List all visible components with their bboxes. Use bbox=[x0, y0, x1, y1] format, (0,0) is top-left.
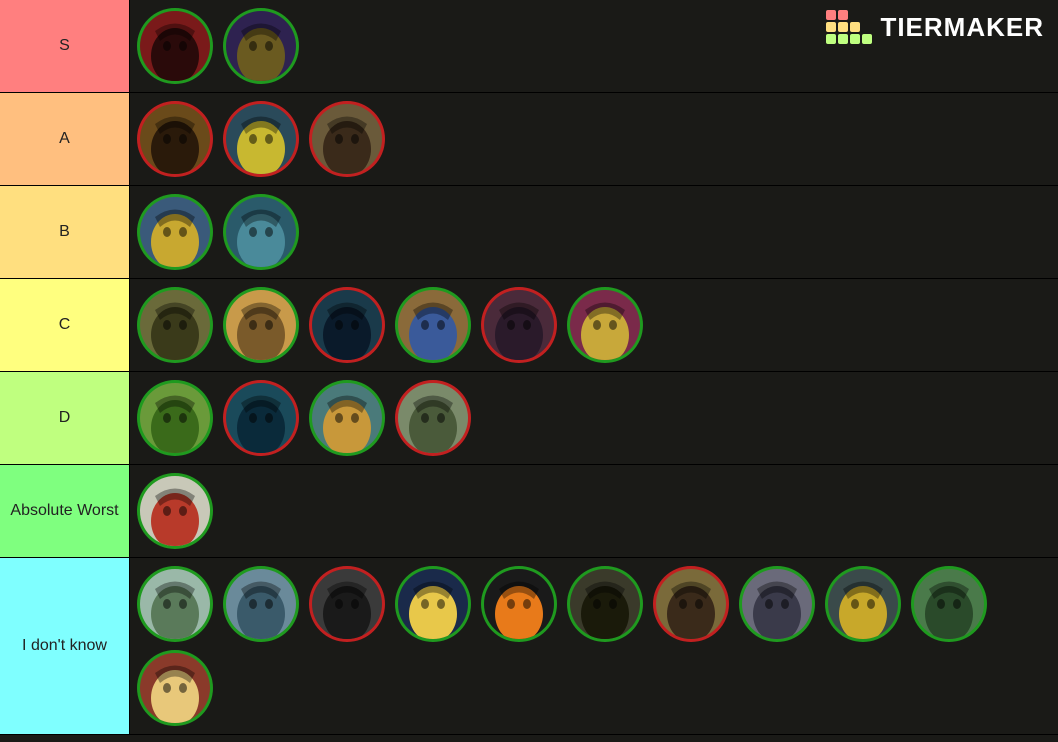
c-item-1[interactable] bbox=[135, 285, 215, 365]
tier-items[interactable] bbox=[130, 93, 1058, 185]
c-item-5[interactable] bbox=[479, 285, 559, 365]
b-item-1[interactable] bbox=[135, 192, 215, 272]
tier-items[interactable] bbox=[130, 279, 1058, 371]
tier-label[interactable]: C bbox=[0, 279, 130, 371]
logo-grid-icon bbox=[826, 10, 872, 44]
tier-items[interactable] bbox=[130, 465, 1058, 557]
worst-item-1[interactable] bbox=[135, 471, 215, 551]
idk-item-3[interactable] bbox=[307, 564, 387, 644]
tier-list: SABCDAbsolute WorstI don't know bbox=[0, 0, 1058, 735]
a-item-3[interactable] bbox=[307, 99, 387, 179]
a-item-1[interactable] bbox=[135, 99, 215, 179]
idk-item-1[interactable] bbox=[135, 564, 215, 644]
idk-item-9[interactable] bbox=[823, 564, 903, 644]
c-item-3[interactable] bbox=[307, 285, 387, 365]
idk-item-8[interactable] bbox=[737, 564, 817, 644]
tier-items[interactable] bbox=[130, 558, 1058, 734]
d-item-4[interactable] bbox=[393, 378, 473, 458]
c-item-4[interactable] bbox=[393, 285, 473, 365]
s-item-1[interactable] bbox=[135, 6, 215, 86]
tier-row: D bbox=[0, 372, 1058, 465]
a-item-2[interactable] bbox=[221, 99, 301, 179]
s-item-2[interactable] bbox=[221, 6, 301, 86]
idk-item-4[interactable] bbox=[393, 564, 473, 644]
tier-label[interactable]: I don't know bbox=[0, 558, 130, 734]
idk-item-6[interactable] bbox=[565, 564, 645, 644]
c-item-6[interactable] bbox=[565, 285, 645, 365]
tier-row: B bbox=[0, 186, 1058, 279]
idk-item-11[interactable] bbox=[135, 648, 215, 728]
logo-text: TIERMAKER bbox=[880, 12, 1044, 43]
tier-row: A bbox=[0, 93, 1058, 186]
tier-label[interactable]: S bbox=[0, 0, 130, 92]
tier-row: I don't know bbox=[0, 558, 1058, 735]
d-item-3[interactable] bbox=[307, 378, 387, 458]
tier-row: Absolute Worst bbox=[0, 465, 1058, 558]
tier-label[interactable]: A bbox=[0, 93, 130, 185]
tier-items[interactable] bbox=[130, 186, 1058, 278]
c-item-2[interactable] bbox=[221, 285, 301, 365]
idk-item-2[interactable] bbox=[221, 564, 301, 644]
tier-items[interactable] bbox=[130, 372, 1058, 464]
tier-label[interactable]: D bbox=[0, 372, 130, 464]
d-item-1[interactable] bbox=[135, 378, 215, 458]
b-item-2[interactable] bbox=[221, 192, 301, 272]
d-item-2[interactable] bbox=[221, 378, 301, 458]
idk-item-7[interactable] bbox=[651, 564, 731, 644]
tier-row: C bbox=[0, 279, 1058, 372]
idk-item-5[interactable] bbox=[479, 564, 559, 644]
tier-label[interactable]: B bbox=[0, 186, 130, 278]
idk-item-10[interactable] bbox=[909, 564, 989, 644]
tier-label[interactable]: Absolute Worst bbox=[0, 465, 130, 557]
tiermaker-logo: TIERMAKER bbox=[826, 10, 1044, 44]
